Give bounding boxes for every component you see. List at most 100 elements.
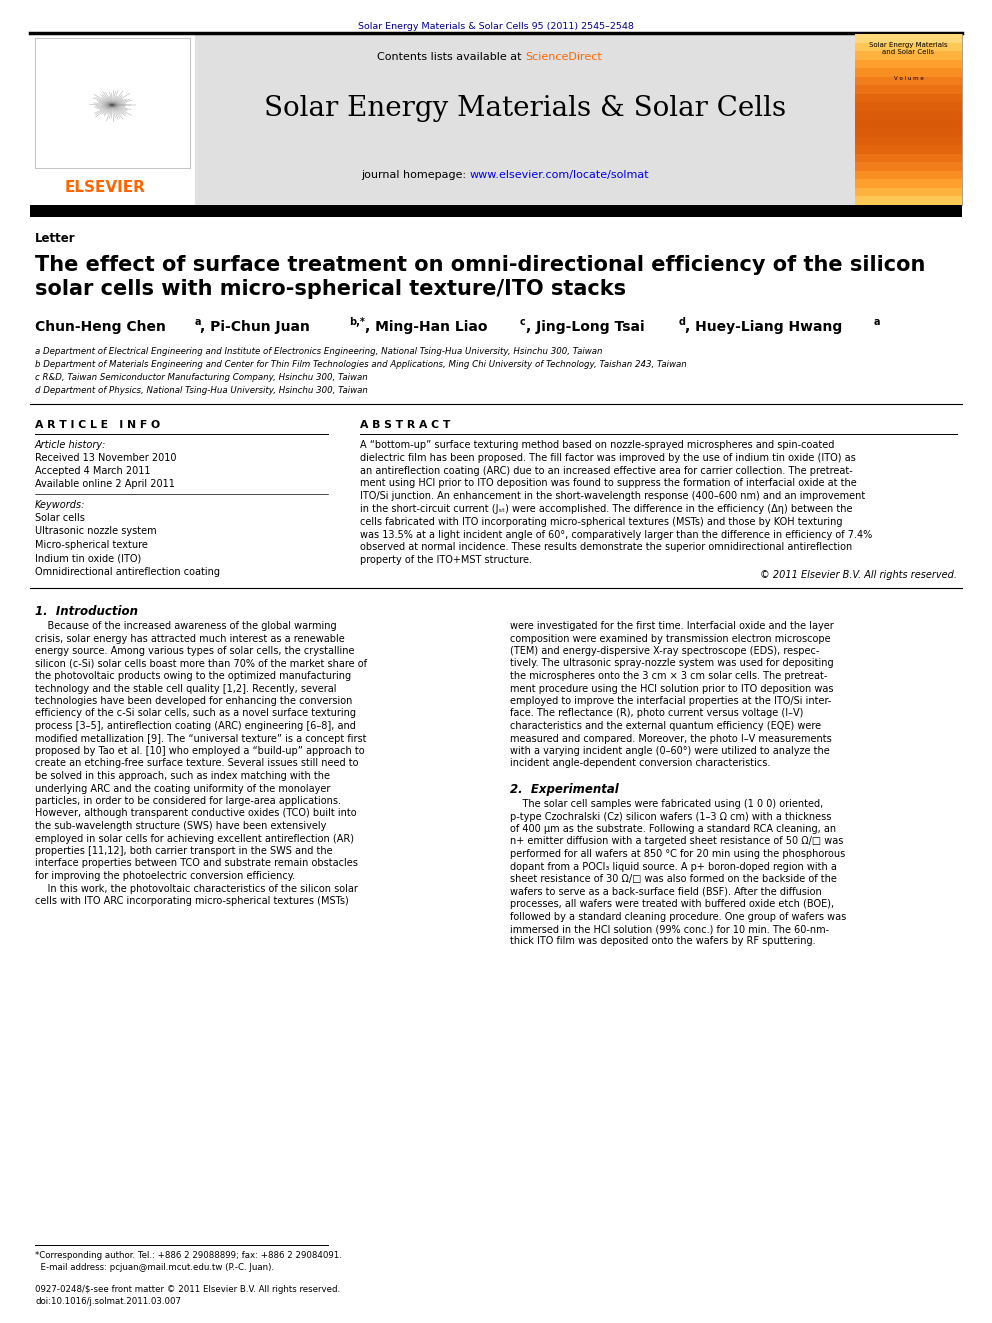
Text: proposed by Tao et al. [10] who employed a “build-up” approach to: proposed by Tao et al. [10] who employed… [35,746,365,755]
Text: Available online 2 April 2011: Available online 2 April 2011 [35,479,175,490]
Text: the microspheres onto the 3 cm × 3 cm solar cells. The pretreat-: the microspheres onto the 3 cm × 3 cm so… [510,671,827,681]
Bar [30,205,962,217]
Text: 0927-0248/$-see front matter © 2011 Elsevier B.V. All rights reserved.: 0927-0248/$-see front matter © 2011 Else… [35,1285,340,1294]
Text: Solar Energy Materials
and Solar Cells: Solar Energy Materials and Solar Cells [869,42,947,56]
Text: face. The reflectance (R), photo current versus voltage (I–V): face. The reflectance (R), photo current… [510,709,804,718]
Text: 2.  Experimental: 2. Experimental [510,783,619,796]
Bar [855,102,962,111]
Text: E-mail address: pcjuan@mail.mcut.edu.tw (P.-C. Juan).: E-mail address: pcjuan@mail.mcut.edu.tw … [35,1263,274,1271]
Text: © 2011 Elsevier B.V. All rights reserved.: © 2011 Elsevier B.V. All rights reserved… [760,570,957,579]
Text: of 400 μm as the substrate. Following a standard RCA cleaning, an: of 400 μm as the substrate. Following a … [510,824,836,833]
Text: Solar cells: Solar cells [35,513,85,523]
Text: Solar Energy Materials & Solar Cells 95 (2011) 2545–2548: Solar Energy Materials & Solar Cells 95 … [358,22,634,30]
Text: p-type Czochralski (Cz) silicon wafers (1–3 Ω cm) with a thickness: p-type Czochralski (Cz) silicon wafers (… [510,811,831,822]
Bar [855,196,962,205]
Bar [855,188,962,196]
Text: create an etching-free surface texture. Several issues still need to: create an etching-free surface texture. … [35,758,358,769]
Text: (TEM) and energy-dispersive X-ray spectroscope (EDS), respec-: (TEM) and energy-dispersive X-ray spectr… [510,646,819,656]
Bar [855,77,962,85]
Text: www.elsevier.com/locate/solmat: www.elsevier.com/locate/solmat [470,169,650,180]
Text: properties [11,12], both carrier transport in the SWS and the: properties [11,12], both carrier transpo… [35,845,332,856]
Bar [855,128,962,136]
Text: a: a [195,318,201,327]
Text: modified metallization [9]. The “universal texture” is a concept first: modified metallization [9]. The “univers… [35,733,366,744]
Text: A B S T R A C T: A B S T R A C T [360,419,450,430]
Text: the photovoltaic products owing to the optimized manufacturing: the photovoltaic products owing to the o… [35,671,351,681]
Text: employed to improve the interfacial properties at the ITO/Si inter-: employed to improve the interfacial prop… [510,696,831,706]
Bar [855,119,962,128]
Text: c: c [520,318,526,327]
Text: silicon (c-Si) solar cells boast more than 70% of the market share of: silicon (c-Si) solar cells boast more th… [35,659,367,668]
Text: A “bottom-up” surface texturing method based on nozzle-sprayed microspheres and : A “bottom-up” surface texturing method b… [360,441,834,450]
Bar [855,52,962,60]
Text: employed in solar cells for achieving excellent antireflection (AR): employed in solar cells for achieving ex… [35,833,354,844]
Text: cells with ITO ARC incorporating micro-spherical textures (MSTs): cells with ITO ARC incorporating micro-s… [35,896,349,906]
Text: ment procedure using the HCl solution prior to ITO deposition was: ment procedure using the HCl solution pr… [510,684,833,693]
Text: was 13.5% at a light incident angle of 60°, comparatively larger than the differ: was 13.5% at a light incident angle of 6… [360,529,872,540]
Text: were investigated for the first time. Interfacial oxide and the layer: were investigated for the first time. In… [510,620,833,631]
Text: performed for all wafers at 850 °C for 20 min using the phosphorous: performed for all wafers at 850 °C for 2… [510,849,845,859]
Text: doi:10.1016/j.solmat.2011.03.007: doi:10.1016/j.solmat.2011.03.007 [35,1297,181,1306]
Text: crisis, solar energy has attracted much interest as a renewable: crisis, solar energy has attracted much … [35,634,345,643]
Text: sheet resistance of 30 Ω/□ was also formed on the backside of the: sheet resistance of 30 Ω/□ was also form… [510,875,837,884]
Text: *Corresponding author. Tel.: +886 2 29088899; fax: +886 2 29084091.: *Corresponding author. Tel.: +886 2 2908… [35,1252,342,1259]
Bar [855,69,962,77]
Text: composition were examined by transmission electron microscope: composition were examined by transmissio… [510,634,830,643]
Text: ment using HCl prior to ITO deposition was found to suppress the formation of in: ment using HCl prior to ITO deposition w… [360,479,857,488]
Bar [855,136,962,146]
Text: energy source. Among various types of solar cells, the crystalline: energy source. Among various types of so… [35,646,354,656]
Text: Received 13 November 2010: Received 13 November 2010 [35,452,177,463]
Text: Solar Energy Materials & Solar Cells: Solar Energy Materials & Solar Cells [264,95,786,122]
Text: incident angle-dependent conversion characteristics.: incident angle-dependent conversion char… [510,758,771,769]
Text: characteristics and the external quantum efficiency (EQE) were: characteristics and the external quantum… [510,721,821,732]
Text: d Department of Physics, National Tsing-Hua University, Hsinchu 300, Taiwan: d Department of Physics, National Tsing-… [35,386,368,396]
Bar [855,85,962,94]
Text: wafers to serve as a back-surface field (BSF). After the diffusion: wafers to serve as a back-surface field … [510,886,821,897]
Text: ELSEVIER: ELSEVIER [64,180,146,194]
Bar [195,34,855,205]
Text: Because of the increased awareness of the global warming: Because of the increased awareness of th… [35,620,336,631]
Text: Contents lists available at: Contents lists available at [377,52,525,62]
Text: , Pi-Chun Juan: , Pi-Chun Juan [200,320,310,333]
Bar [855,153,962,163]
Bar [855,34,962,205]
Text: Letter: Letter [35,232,75,245]
Text: n+ emitter diffusion with a targeted sheet resistance of 50 Ω/□ was: n+ emitter diffusion with a targeted she… [510,836,843,847]
Bar [855,94,962,102]
Text: b,*: b,* [349,318,365,327]
Text: with a varying incident angle (0–60°) were utilized to analyze the: with a varying incident angle (0–60°) we… [510,746,829,755]
Text: ITO/Si junction. An enhancement in the short-wavelength response (400–600 nm) an: ITO/Si junction. An enhancement in the s… [360,491,865,501]
Text: the sub-wavelength structure (SWS) have been extensively: the sub-wavelength structure (SWS) have … [35,822,326,831]
Text: d: d [679,318,686,327]
Text: b Department of Materials Engineering and Center for Thin Film Technologies and : b Department of Materials Engineering an… [35,360,686,369]
Text: thick ITO film was deposited onto the wafers by RF sputtering.: thick ITO film was deposited onto the wa… [510,937,815,946]
Bar [855,180,962,188]
Bar [855,42,962,52]
Text: processes, all wafers were treated with buffered oxide etch (BOE),: processes, all wafers were treated with … [510,900,834,909]
Text: Indium tin oxide (ITO): Indium tin oxide (ITO) [35,553,141,564]
Text: Accepted 4 March 2011: Accepted 4 March 2011 [35,466,151,476]
Text: measured and compared. Moreover, the photo I–V measurements: measured and compared. Moreover, the pho… [510,733,831,744]
Text: underlying ARC and the coating uniformity of the monolayer: underlying ARC and the coating uniformit… [35,783,330,794]
Bar [855,60,962,69]
Text: for improving the photoelectric conversion efficiency.: for improving the photoelectric conversi… [35,871,296,881]
Text: A R T I C L E   I N F O: A R T I C L E I N F O [35,419,160,430]
Bar [855,146,962,153]
Text: Omnidirectional antireflection coating: Omnidirectional antireflection coating [35,568,220,577]
Text: However, although transparent conductive oxides (TCO) built into: However, although transparent conductive… [35,808,357,819]
Text: cells fabricated with ITO incorporating micro-spherical textures (MSTs) and thos: cells fabricated with ITO incorporating … [360,517,842,527]
Text: dielectric film has been proposed. The fill factor was improved by the use of in: dielectric film has been proposed. The f… [360,452,856,463]
Text: particles, in order to be considered for large-area applications.: particles, in order to be considered for… [35,796,341,806]
Text: Keywords:: Keywords: [35,500,85,509]
Bar [855,171,962,180]
Bar [855,34,962,42]
Text: V o l u m e: V o l u m e [894,75,924,81]
Text: observed at normal incidence. These results demonstrate the superior omnidirecti: observed at normal incidence. These resu… [360,542,852,553]
Text: tively. The ultrasonic spray-nozzle system was used for depositing: tively. The ultrasonic spray-nozzle syst… [510,659,833,668]
Bar [35,38,190,168]
Text: efficiency of the c-Si solar cells, such as a novel surface texturing: efficiency of the c-Si solar cells, such… [35,709,356,718]
Bar [855,163,962,171]
Text: The effect of surface treatment on omni-directional efficiency of the silicon
so: The effect of surface treatment on omni-… [35,255,926,299]
Text: ScienceDirect: ScienceDirect [525,52,602,62]
Text: a Department of Electrical Engineering and Institute of Electronics Engineering,: a Department of Electrical Engineering a… [35,347,602,356]
